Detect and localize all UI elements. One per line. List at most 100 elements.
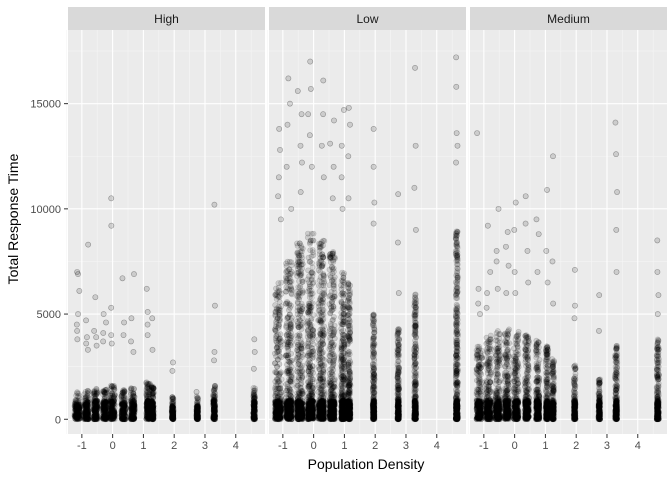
data-point bbox=[129, 316, 134, 321]
data-point bbox=[296, 390, 301, 395]
data-point bbox=[310, 346, 315, 351]
data-point bbox=[310, 250, 315, 255]
data-point bbox=[169, 412, 174, 417]
data-point bbox=[288, 379, 293, 384]
data-point bbox=[339, 399, 344, 404]
data-point bbox=[298, 189, 303, 194]
data-point bbox=[289, 292, 294, 297]
data-point bbox=[211, 399, 216, 404]
data-point bbox=[328, 260, 333, 265]
data-point bbox=[296, 325, 301, 330]
data-point bbox=[320, 243, 325, 248]
data-point bbox=[112, 408, 117, 413]
data-point bbox=[309, 164, 314, 169]
data-point bbox=[120, 393, 125, 398]
data-point bbox=[131, 271, 136, 276]
data-point bbox=[330, 317, 335, 322]
data-point bbox=[339, 310, 344, 315]
data-point bbox=[277, 362, 282, 367]
data-point bbox=[252, 337, 257, 342]
data-point bbox=[83, 404, 88, 409]
data-point bbox=[276, 312, 281, 317]
data-point bbox=[85, 411, 90, 416]
data-point bbox=[131, 349, 136, 354]
data-point bbox=[145, 407, 150, 412]
data-point bbox=[73, 413, 78, 418]
data-point bbox=[288, 360, 293, 365]
data-point bbox=[285, 398, 290, 403]
data-point bbox=[279, 355, 284, 360]
data-point bbox=[318, 377, 323, 382]
data-point bbox=[278, 217, 283, 222]
data-point bbox=[111, 416, 116, 421]
data-point bbox=[131, 387, 136, 392]
data-point bbox=[321, 283, 326, 288]
data-point bbox=[122, 388, 127, 393]
data-point bbox=[318, 296, 323, 301]
data-point bbox=[253, 413, 258, 418]
data-point bbox=[330, 196, 335, 201]
data-point bbox=[150, 391, 155, 396]
data-point bbox=[101, 311, 106, 316]
data-point bbox=[121, 333, 126, 338]
data-point bbox=[211, 412, 216, 417]
data-point bbox=[283, 261, 288, 266]
data-point bbox=[91, 416, 96, 421]
data-point bbox=[276, 379, 281, 384]
x-tick-label: -1 bbox=[77, 440, 87, 452]
data-point bbox=[251, 399, 256, 404]
data-point bbox=[308, 292, 313, 297]
data-point bbox=[94, 398, 99, 403]
data-point bbox=[74, 322, 79, 327]
data-point bbox=[339, 143, 344, 148]
data-point bbox=[109, 305, 114, 310]
data-point bbox=[273, 354, 278, 359]
data-point bbox=[340, 350, 345, 355]
data-point bbox=[276, 175, 281, 180]
data-point bbox=[294, 348, 299, 353]
data-point bbox=[294, 270, 299, 275]
data-point bbox=[277, 147, 282, 152]
data-point bbox=[275, 194, 280, 199]
data-point bbox=[75, 269, 80, 274]
data-point bbox=[339, 322, 344, 327]
data-point bbox=[109, 223, 114, 228]
data-point bbox=[144, 286, 149, 291]
data-point bbox=[299, 365, 304, 370]
data-point bbox=[328, 412, 333, 417]
data-point bbox=[277, 126, 282, 131]
data-point bbox=[170, 404, 175, 409]
data-point bbox=[285, 269, 290, 274]
data-point bbox=[297, 265, 302, 270]
data-point bbox=[308, 360, 313, 365]
data-point bbox=[252, 349, 257, 354]
data-point bbox=[86, 242, 91, 247]
data-point bbox=[297, 285, 302, 290]
data-point bbox=[284, 353, 289, 358]
data-point bbox=[310, 379, 315, 384]
data-point bbox=[274, 338, 279, 343]
data-point bbox=[310, 328, 315, 333]
data-point bbox=[294, 413, 299, 418]
x-tick-label: 1 bbox=[140, 440, 146, 452]
data-point bbox=[129, 402, 134, 407]
data-point bbox=[77, 288, 82, 293]
data-point bbox=[150, 347, 155, 352]
data-point bbox=[276, 322, 281, 327]
data-point bbox=[299, 112, 304, 117]
data-point bbox=[288, 409, 293, 414]
data-point bbox=[339, 175, 344, 180]
data-point bbox=[120, 276, 125, 281]
data-point bbox=[316, 403, 321, 408]
data-point bbox=[92, 328, 97, 333]
data-point bbox=[331, 367, 336, 372]
data-point bbox=[308, 305, 313, 310]
data-point bbox=[320, 303, 325, 308]
data-point bbox=[308, 59, 313, 64]
data-point bbox=[332, 275, 337, 280]
data-point bbox=[287, 387, 292, 392]
data-point bbox=[298, 308, 303, 313]
data-point bbox=[85, 347, 90, 352]
